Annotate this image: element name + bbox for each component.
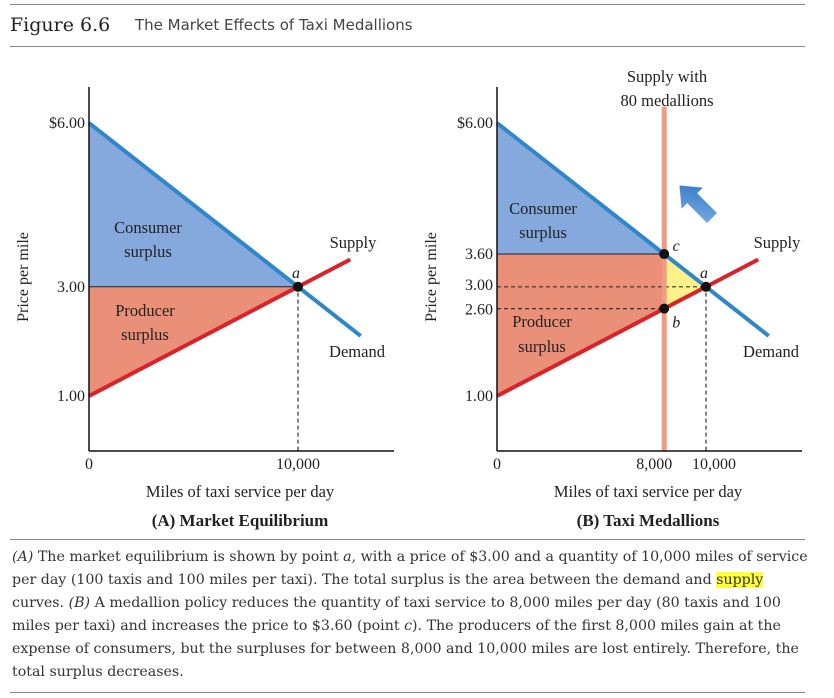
y-tick-label-3: 3.00 [57,279,85,296]
y-axis-label: Price per mile [15,232,32,322]
surplus-region-2 [664,254,706,309]
producer-surplus-label-2: surplus [121,325,169,344]
figure-caption: (A) The market equilibrium is shown by p… [12,546,812,684]
y-tick-label-2-6: 2.60 [465,302,493,319]
caption-rule [10,539,805,540]
shift-arrow-icon [679,185,717,223]
medallion-supply-label-1: Supply with [627,67,708,86]
caption-highlight: supply [716,572,764,588]
point-label-c: c [673,238,680,255]
header-rule [10,46,805,47]
panel-title: (B) Taxi Medallions [577,511,720,530]
caption-point-a: a [343,549,352,565]
point-label-b: b [672,315,680,332]
caption-text-2: , with a price of $3.00 and a quantity o… [12,549,808,588]
demand-label: Demand [329,342,386,361]
x-tick-label-8000: 8,000 [636,456,672,473]
x-tick-label-0: 0 [85,456,93,473]
point-label-a: a [700,265,708,282]
caption-text-3: curves. [12,595,69,611]
point-a [293,281,303,292]
panel-title: (A) Market Equilibrium [152,511,329,530]
shift-arrow-shape [679,185,717,223]
panel-a: a 0 10,000 $6.00 3.00 1.00 Price per mile Miles… [15,87,394,530]
panel-b: c a b 0 8,000 10,000 $6.00 3.60 3.00 2.60 1.00 Pric… [423,67,802,530]
x-axis-label: Miles of taxi service per day [146,482,335,501]
series-line-supply [496,257,760,398]
caption-point-c: c [404,618,413,634]
figure-header: Figure 6.6 The Market Effects of Taxi Me… [10,12,805,42]
x-axis-label: Miles of taxi service per day [554,482,743,501]
consumer-surplus-label-1: Consumer [509,199,577,218]
producer-surplus-label-1: Producer [115,301,175,320]
supply-label: Supply [330,233,378,252]
medallion-supply-label-2: 80 medallions [620,91,713,110]
series-line-demand [495,121,770,338]
y-tick-label-6: $6.00 [457,115,493,132]
figure-title: The Market Effects of Taxi Medallions [135,16,413,34]
point-label-a: a [292,265,300,282]
bottom-rule [10,692,805,693]
y-tick-label-3: 3.00 [465,277,493,294]
x-tick-label-10000: 10,000 [276,456,320,473]
producer-surplus-label-2: surplus [518,337,566,356]
caption-text-5: ). The producers of the first 8,000 mile… [12,618,799,680]
consumer-surplus-label-1: Consumer [114,218,182,237]
caption-text-1: The market equilibrium is shown by point [33,549,344,565]
x-tick-label-0: 0 [493,456,501,473]
producer-surplus-label-1: Producer [512,312,572,331]
top-rule [10,4,805,5]
point-c [659,249,670,260]
series-line-demand [87,121,362,338]
surplus-region-1 [497,254,665,396]
series-line-supply [88,257,352,398]
caption-ref-a: (A) [12,549,34,565]
y-tick-label-1: 1.00 [465,388,493,405]
demand-label: Demand [743,342,800,361]
y-axis-label: Price per mile [423,232,440,322]
y-tick-label-1: 1.00 [57,388,85,405]
supply-label: Supply [754,233,802,252]
point-b [659,303,670,314]
point-a [701,281,711,292]
consumer-surplus-label-2: surplus [519,223,567,242]
chart-figure: a 0 10,000 $6.00 3.00 1.00 Price per mile Miles… [15,67,802,530]
caption-ref-b: (B) [68,595,91,611]
x-tick-label-10000: 10,000 [692,456,736,473]
y-tick-label-6: $6.00 [49,115,85,132]
y-tick-label-3-6: 3.60 [465,246,493,263]
consumer-surplus-label-2: surplus [124,242,172,261]
figure-number: Figure 6.6 [10,14,111,36]
caption-text-4: A medallion policy reduces the quantity … [12,595,781,634]
